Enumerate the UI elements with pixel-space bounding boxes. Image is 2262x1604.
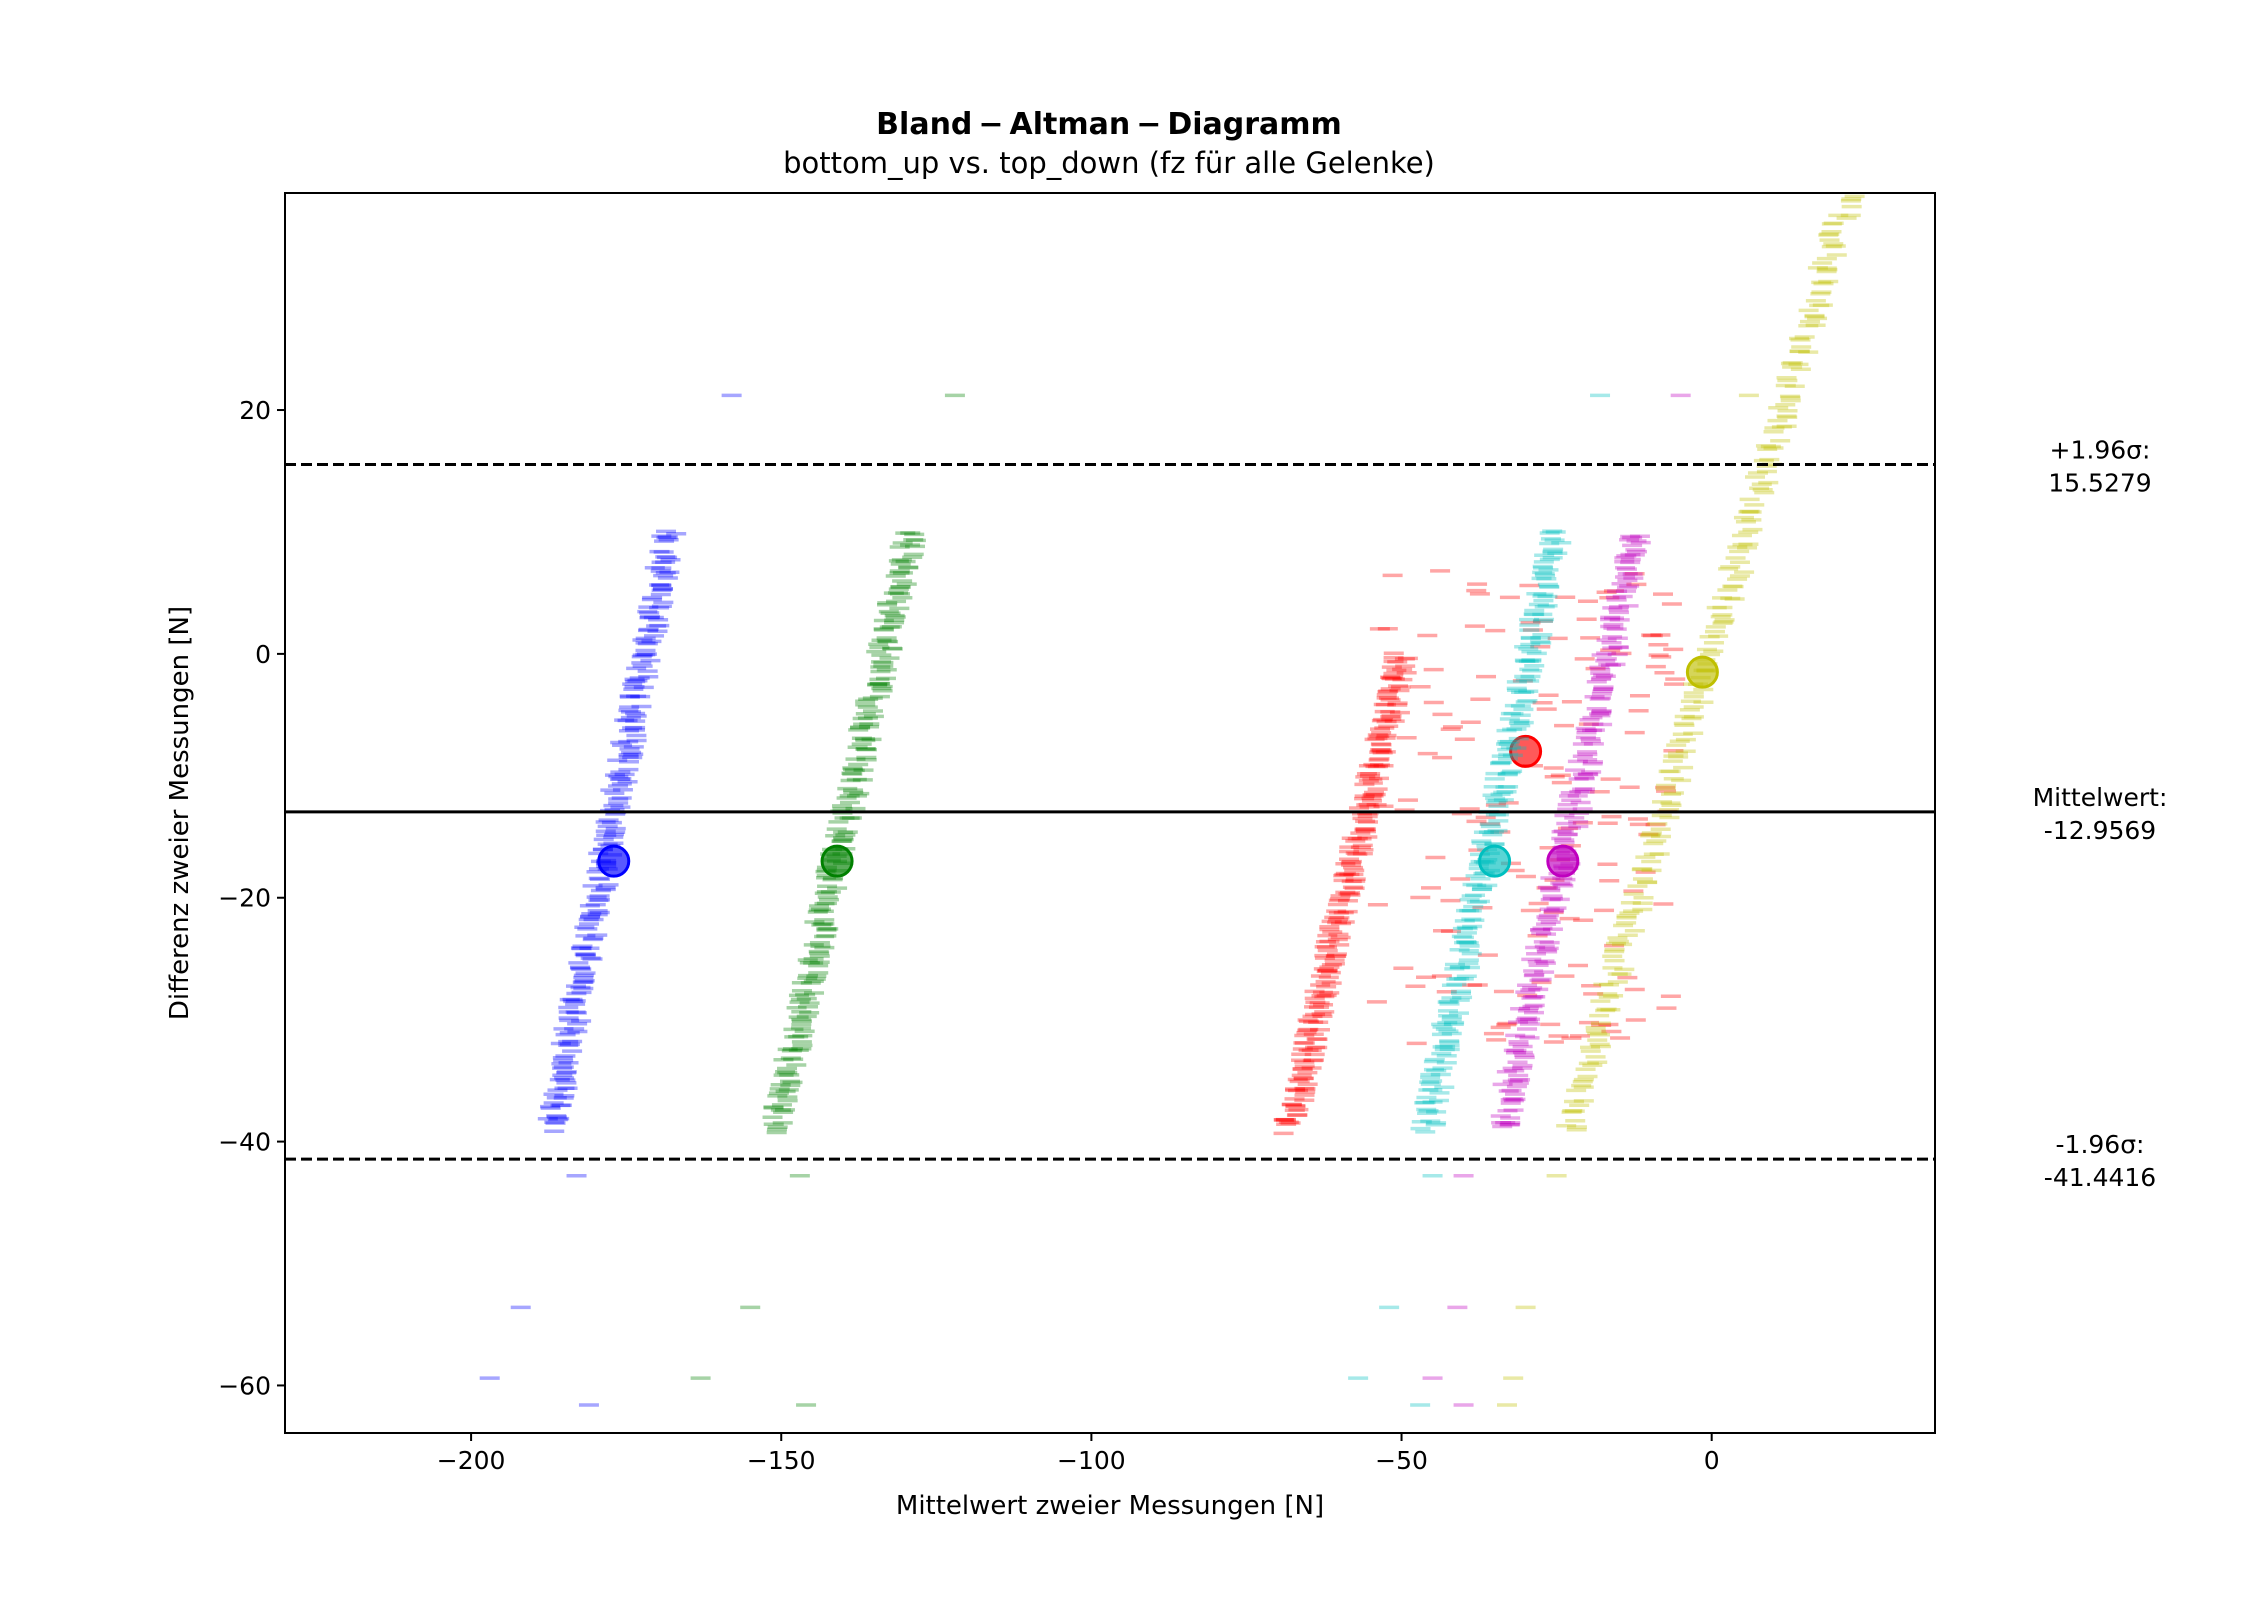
reference-line-value: -41.4416 [2044,1163,2156,1192]
series-group [1273,569,1686,1136]
x-axis: −200 −150 −100 −50 0 [437,1433,1720,1475]
y-tick-label: −40 [218,1128,271,1157]
y-tick-label: 20 [239,396,271,425]
series-group [1422,393,1691,1407]
reference-line-label: Mittelwert: [2033,783,2168,812]
series-mean-marker [1478,844,1512,878]
series-group [1348,393,1611,1407]
y-tick-label: 0 [255,640,271,669]
y-axis-label: Differenz zweier Messungen [N] [165,606,195,1020]
y-tick-label: −20 [218,884,271,913]
series-group [1496,194,1865,1407]
y-tick-label: −60 [218,1371,271,1400]
reference-line-label: +1.96σ: [2050,436,2151,465]
series-mean-marker [1685,655,1719,689]
reference-line-value: 15.5279 [2048,469,2151,498]
reference-line-label: -1.96σ: [2056,1130,2145,1159]
series-group [690,393,965,1407]
chart-title: Bland − Altman − Diagramm [876,107,1342,142]
chart-subtitle: bottom_up vs. top_down (fz für alle Gele… [783,146,1435,180]
x-tick-label: 0 [1704,1446,1720,1475]
y-axis: 20 0 −20 −40 −60 [218,396,285,1400]
plot-frame [284,192,1936,1434]
series-mean-marker [820,844,854,878]
reference-line-value: -12.9569 [2044,816,2156,845]
x-tick-label: −100 [1057,1446,1126,1475]
x-tick-label: −150 [747,1446,816,1475]
series-mean-marker [1509,734,1543,768]
series-mean-marker [597,844,631,878]
series-group [479,393,742,1407]
reference-line-labels: +1.96σ: 15.5279 Mittelwert: -12.9569 -1.96σ:… [2033,436,2168,1193]
plot-area [285,194,1935,1407]
x-tick-label: −200 [437,1446,506,1475]
x-tick-label: −50 [1375,1446,1428,1475]
x-axis-label: Mittelwert zweier Messungen [N] [896,1491,1324,1521]
series-mean-marker [1546,844,1580,878]
